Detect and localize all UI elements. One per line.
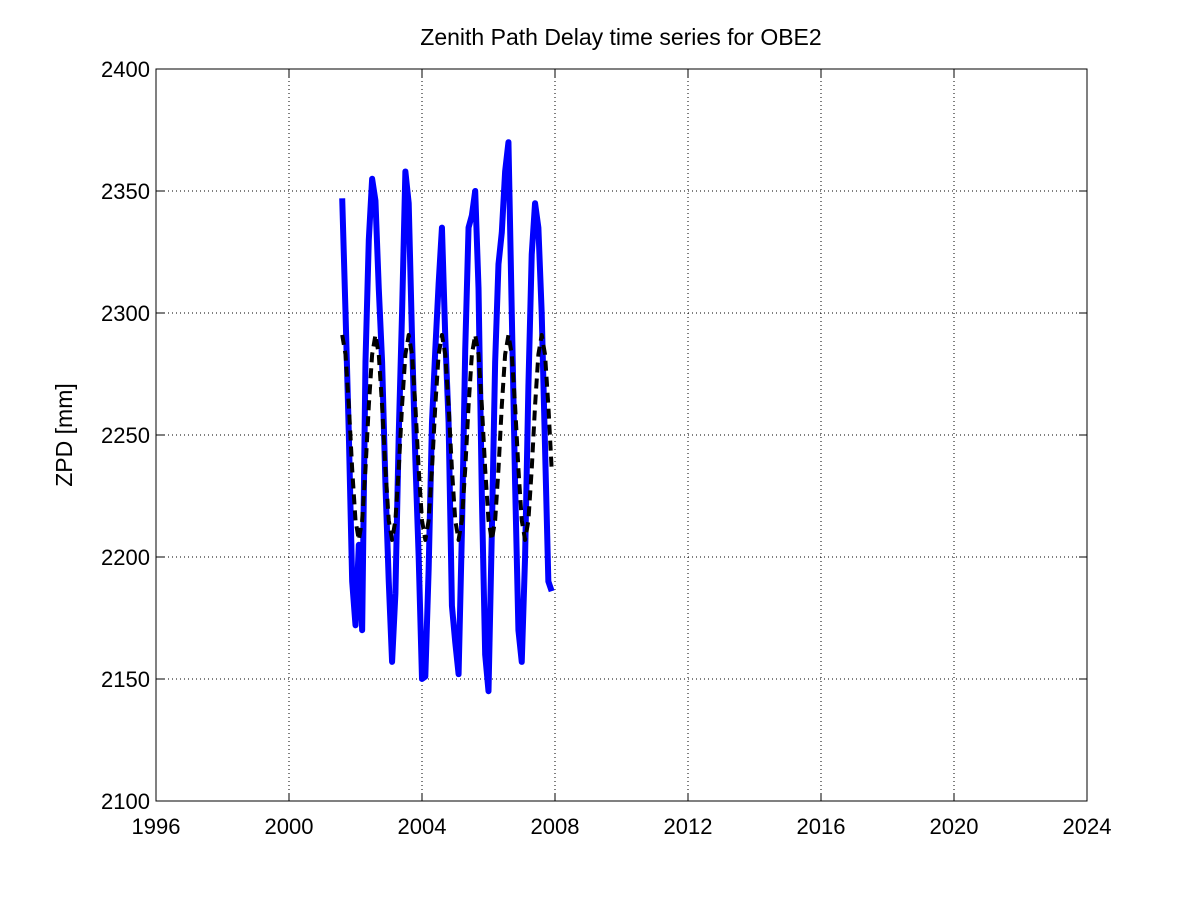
x-tick-label: 2024 — [1063, 814, 1112, 839]
y-tick-label: 2250 — [101, 423, 150, 448]
y-tick-label: 2300 — [101, 301, 150, 326]
y-tick-label: 2100 — [101, 789, 150, 814]
y-tick-label: 2200 — [101, 545, 150, 570]
x-tick-label: 2008 — [531, 814, 580, 839]
x-tick-label: 2012 — [664, 814, 713, 839]
x-tick-label: 2000 — [265, 814, 314, 839]
y-tick-label: 2150 — [101, 667, 150, 692]
y-tick-label: 2400 — [101, 57, 150, 82]
x-tick-label: 2016 — [797, 814, 846, 839]
x-tick-label: 2004 — [398, 814, 447, 839]
x-tick-label: 1996 — [132, 814, 181, 839]
x-tick-label: 2020 — [930, 814, 979, 839]
series-line — [340, 332, 554, 542]
y-tick-label: 2350 — [101, 179, 150, 204]
plot-frame — [155, 68, 1088, 802]
y-axis-label: ZPD [mm] — [51, 383, 77, 487]
chart-title: Zenith Path Delay time series for OBE2 — [420, 24, 821, 50]
